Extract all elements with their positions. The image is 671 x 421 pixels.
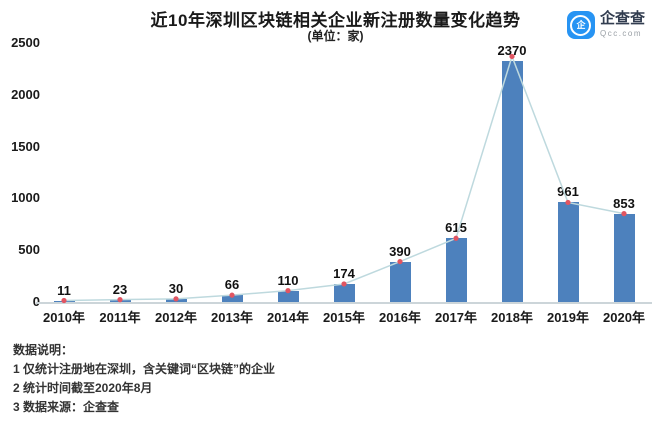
y-tick-label: 2500 bbox=[11, 35, 40, 50]
x-tick-label: 2016年 bbox=[379, 310, 421, 325]
bar-slot-2016年: 390 bbox=[372, 43, 428, 302]
qcc-logo-text: 企查查 Qcc.com bbox=[600, 11, 645, 38]
bar-value-label: 961 bbox=[557, 184, 579, 200]
bar bbox=[445, 238, 467, 302]
bar-slot-2019年: 961 bbox=[540, 43, 596, 302]
x-tick-label: 2017年 bbox=[435, 310, 477, 325]
notes-heading: 数据说明： bbox=[13, 343, 74, 357]
x-tick-label: 2018年 bbox=[491, 310, 533, 325]
bar bbox=[165, 298, 187, 302]
bar bbox=[501, 61, 523, 302]
bar-value-label: 110 bbox=[277, 272, 299, 288]
x-tick-label: 2011年 bbox=[99, 310, 141, 325]
bar bbox=[557, 202, 579, 302]
bar-value-label: 66 bbox=[224, 277, 240, 293]
bar-value-label: 2370 bbox=[497, 43, 527, 58]
bar-value-label: 23 bbox=[112, 281, 128, 297]
bar bbox=[221, 295, 243, 302]
x-tick-label: 2019年 bbox=[547, 310, 589, 325]
x-tick-label: 2015年 bbox=[323, 310, 365, 325]
bar-value-label: 615 bbox=[445, 220, 467, 236]
bar-value-label: 853 bbox=[613, 195, 635, 211]
qcc-ring-glyph: 企 bbox=[570, 14, 592, 36]
bar-value-label: 390 bbox=[389, 243, 411, 259]
bar bbox=[613, 213, 635, 302]
x-tick-label: 2020年 bbox=[603, 310, 645, 325]
x-tick-label: 2014年 bbox=[267, 310, 309, 325]
bar bbox=[53, 300, 75, 302]
qcc-logo-name: 企查查 bbox=[599, 10, 645, 28]
bar-value-label: 174 bbox=[333, 265, 355, 281]
bar-slot-2011年: 23 bbox=[92, 43, 148, 302]
chart-title: 近10年深圳区块链相关企业新注册数量变化趋势 bbox=[150, 11, 521, 30]
bar-value-label: 11 bbox=[57, 282, 71, 298]
bar bbox=[333, 283, 355, 302]
x-tick-label: 2012年 bbox=[155, 310, 197, 325]
data-notes: 数据说明： 1 仅统计注册地在深圳，含关键词“区块链”的企业 2 统计时间截至2… bbox=[13, 341, 275, 417]
bar bbox=[389, 261, 411, 302]
bar-slot-2018年: 2370 bbox=[484, 43, 540, 302]
chart-subtitle: (单位：家) bbox=[307, 29, 364, 43]
note-item-1: 1 仅统计注册地在深圳，含关键词“区块链”的企业 bbox=[13, 362, 276, 376]
y-tick-label: 1000 bbox=[11, 190, 40, 206]
x-tick-label: 2010年 bbox=[43, 310, 85, 325]
bar-slot-2015年: 174 bbox=[316, 43, 372, 302]
bar-slot-2010年: 11 bbox=[36, 43, 92, 302]
y-tick-label: 2000 bbox=[11, 86, 40, 102]
bar bbox=[277, 290, 299, 302]
qcc-logo-icon: 企 bbox=[566, 11, 595, 39]
bar-slot-2017年: 615 bbox=[428, 43, 484, 302]
bar-slot-2013年: 66 bbox=[204, 43, 260, 302]
bar-slot-2012年: 30 bbox=[148, 43, 204, 302]
y-tick-label: 500 bbox=[18, 242, 40, 258]
bar bbox=[109, 299, 131, 302]
note-item-3: 3 数据来源：企查查 bbox=[13, 400, 120, 414]
bar-slot-2020年: 853 bbox=[596, 43, 652, 302]
bar-slot-2014年: 110 bbox=[260, 43, 316, 302]
y-axis: 0 500 1000 1500 2000 2500 bbox=[4, 35, 40, 309]
bars-row: 11 23 30 66 110 174 390 615 2370 961 853 bbox=[36, 43, 652, 302]
qcc-logo-domain: Qcc.com bbox=[599, 28, 643, 38]
bar-value-label: 30 bbox=[168, 280, 184, 296]
plot-area: 11 23 30 66 110 174 390 615 2370 961 853 bbox=[36, 43, 652, 304]
y-tick-label: 0 bbox=[32, 294, 40, 309]
x-axis: 2010年 2011年 2012年 2013年 2014年 2015年 2016年 2017年… bbox=[36, 307, 652, 326]
note-item-2: 2 统计时间截至2020年8月 bbox=[13, 381, 153, 395]
x-tick-label: 2013年 bbox=[211, 310, 253, 325]
qcc-logo: 企 企查查 Qcc.com bbox=[566, 11, 645, 39]
y-tick-label: 1500 bbox=[11, 138, 40, 154]
